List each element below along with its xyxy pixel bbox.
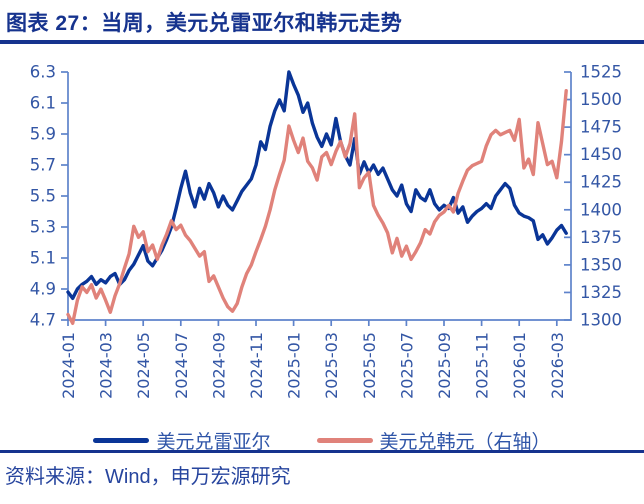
y-axis-right-tick-label: 1300 xyxy=(580,311,622,330)
series-line-usd-brl xyxy=(66,70,568,301)
x-axis-tick-label: 2024-11 xyxy=(247,332,266,399)
y-axis-left-tick-label: 4.9 xyxy=(30,280,56,299)
y-axis-right-tick-label: 1400 xyxy=(580,200,622,219)
y-axis-right-tick-label: 1425 xyxy=(580,173,622,192)
x-axis-tick-label: 2024-05 xyxy=(134,332,153,399)
x-axis-tick-label: 2026-03 xyxy=(548,332,567,399)
x-axis-tick-label: 2026-01 xyxy=(510,332,529,399)
x-axis-tick-label: 2024-03 xyxy=(97,332,116,399)
legend-label-usd-brl: 美元兑雷亚尔 xyxy=(156,432,271,453)
x-axis-tick-label: 2025-07 xyxy=(397,332,416,399)
source-divider xyxy=(0,450,644,453)
x-axis-tick-label: 2025-01 xyxy=(285,332,304,399)
x-axis-tick-label: 2025-09 xyxy=(435,332,454,399)
figure-title: 图表 27：当周，美元兑雷亚尔和韩元走势 xyxy=(6,12,403,35)
x-axis-tick-label: 2024-01 xyxy=(59,332,78,399)
y-axis-left-tick-label: 4.7 xyxy=(30,311,56,330)
y-axis-right-tick-label: 1325 xyxy=(580,283,622,302)
legend-item-usd-krw: 美元兑韩元（右轴） xyxy=(316,427,551,454)
series-line-usd-krw xyxy=(66,89,568,325)
y-axis-right-tick-label: 1375 xyxy=(580,228,622,247)
y-axis-right-tick-label: 1450 xyxy=(580,145,622,164)
chart-legend: 美元兑雷亚尔 美元兑韩元（右轴） xyxy=(0,427,644,454)
x-axis-tick-label: 2025-05 xyxy=(360,332,379,399)
y-axis-left-tick-label: 5.5 xyxy=(30,187,56,206)
legend-line-swatch-blue xyxy=(93,438,150,443)
y-axis-right-tick-label: 1475 xyxy=(580,118,622,137)
y-axis-right-tick-label: 1350 xyxy=(580,255,622,274)
x-axis-tick-label: 2025-03 xyxy=(322,332,341,399)
y-axis-left-tick-label: 5.1 xyxy=(30,249,56,268)
y-axis-left-tick-label: 5.7 xyxy=(30,156,56,175)
legend-line-swatch-pink xyxy=(316,438,373,443)
y-axis-left-tick-label: 6.3 xyxy=(30,63,56,82)
x-axis-tick-label: 2025-11 xyxy=(473,332,492,399)
y-axis-left-tick-label: 5.3 xyxy=(30,218,56,237)
y-axis-right-tick-label: 1500 xyxy=(580,90,622,109)
title-underline xyxy=(0,40,644,44)
y-axis-left-tick-label: 6.1 xyxy=(30,94,56,113)
y-axis-left-tick-label: 5.9 xyxy=(30,125,56,144)
x-axis-tick-label: 2024-07 xyxy=(172,332,191,399)
x-axis-tick-label: 2024-09 xyxy=(209,332,228,399)
legend-label-usd-krw: 美元兑韩元（右轴） xyxy=(379,432,551,453)
source-text: 资料来源：Wind，申万宏源研究 xyxy=(5,466,291,488)
y-axis-right-tick-label: 1525 xyxy=(580,63,622,82)
chart-area: 6.3 6.1 5.9 5.7 5.5 5.3 5.1 4.9 4.7 1525 1500 1475 1… xyxy=(0,50,644,430)
legend-item-usd-brl: 美元兑雷亚尔 xyxy=(93,427,271,454)
line-chart: 6.3 6.1 5.9 5.7 5.5 5.3 5.1 4.9 4.7 1525 1500 1475 1… xyxy=(30,63,622,399)
